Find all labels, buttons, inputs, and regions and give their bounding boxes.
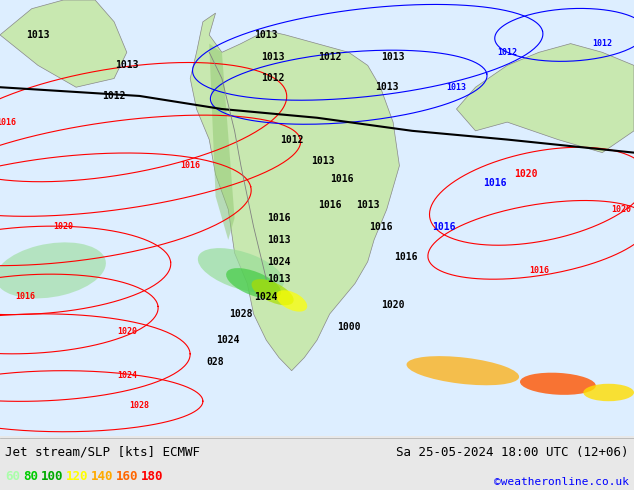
Text: 180: 180 xyxy=(141,469,164,483)
Text: 1013: 1013 xyxy=(356,200,380,210)
Ellipse shape xyxy=(252,279,294,305)
Polygon shape xyxy=(209,44,235,240)
Text: 1016: 1016 xyxy=(368,222,392,232)
Text: 1020: 1020 xyxy=(117,327,137,336)
Polygon shape xyxy=(190,13,399,370)
Polygon shape xyxy=(0,0,127,87)
Text: 1012: 1012 xyxy=(592,39,612,48)
Ellipse shape xyxy=(406,356,519,385)
Text: 100: 100 xyxy=(41,469,63,483)
Ellipse shape xyxy=(198,248,284,293)
Text: 1016: 1016 xyxy=(432,222,456,232)
Text: 1013: 1013 xyxy=(267,274,291,284)
Text: 1012: 1012 xyxy=(261,74,285,83)
Text: 1020: 1020 xyxy=(514,170,538,179)
Text: 1013: 1013 xyxy=(115,60,139,71)
Text: 1013: 1013 xyxy=(267,235,291,245)
Text: 1020: 1020 xyxy=(53,222,74,231)
Ellipse shape xyxy=(520,373,596,395)
Text: 1013: 1013 xyxy=(26,30,50,40)
Text: 1013: 1013 xyxy=(375,82,399,92)
Text: 60: 60 xyxy=(5,469,20,483)
Text: 80: 80 xyxy=(23,469,38,483)
Text: 1013: 1013 xyxy=(311,156,335,167)
Text: 1016: 1016 xyxy=(529,266,549,275)
Text: 1024: 1024 xyxy=(254,292,278,301)
Text: 028: 028 xyxy=(207,357,224,367)
Text: 1016: 1016 xyxy=(318,200,342,210)
Text: 1012: 1012 xyxy=(102,91,126,101)
Text: 1028: 1028 xyxy=(229,309,253,319)
Text: 1016: 1016 xyxy=(482,178,507,188)
Text: Sa 25-05-2024 18:00 UTC (12+06): Sa 25-05-2024 18:00 UTC (12+06) xyxy=(396,445,629,459)
Text: 1028: 1028 xyxy=(129,401,150,410)
Ellipse shape xyxy=(0,243,106,298)
Text: 1016: 1016 xyxy=(0,118,16,126)
Ellipse shape xyxy=(276,290,307,312)
Text: 1016: 1016 xyxy=(180,161,200,170)
Text: 1013: 1013 xyxy=(261,51,285,62)
Text: 140: 140 xyxy=(91,469,113,483)
Text: 1013: 1013 xyxy=(446,83,467,92)
Ellipse shape xyxy=(226,268,281,299)
Text: 1000: 1000 xyxy=(337,322,361,332)
Text: 120: 120 xyxy=(66,469,89,483)
Text: 1012: 1012 xyxy=(497,48,517,57)
Text: 1020: 1020 xyxy=(381,300,405,310)
Text: 1016: 1016 xyxy=(15,292,36,301)
Text: 1016: 1016 xyxy=(394,252,418,262)
Text: Jet stream/SLP [kts] ECMWF: Jet stream/SLP [kts] ECMWF xyxy=(5,445,200,459)
Text: 1024: 1024 xyxy=(216,335,240,345)
Text: 1012: 1012 xyxy=(280,135,304,145)
Text: 1013: 1013 xyxy=(381,51,405,62)
Text: 1013: 1013 xyxy=(254,30,278,40)
Text: 1016: 1016 xyxy=(267,213,291,223)
Polygon shape xyxy=(456,44,634,153)
Ellipse shape xyxy=(583,384,634,401)
Text: 160: 160 xyxy=(116,469,138,483)
Text: 1012: 1012 xyxy=(318,51,342,62)
Text: 1016: 1016 xyxy=(330,174,354,184)
Text: 1024: 1024 xyxy=(267,257,291,267)
Text: ©weatheronline.co.uk: ©weatheronline.co.uk xyxy=(494,477,629,487)
Text: 1024: 1024 xyxy=(117,370,137,380)
Text: 1020: 1020 xyxy=(611,205,631,214)
